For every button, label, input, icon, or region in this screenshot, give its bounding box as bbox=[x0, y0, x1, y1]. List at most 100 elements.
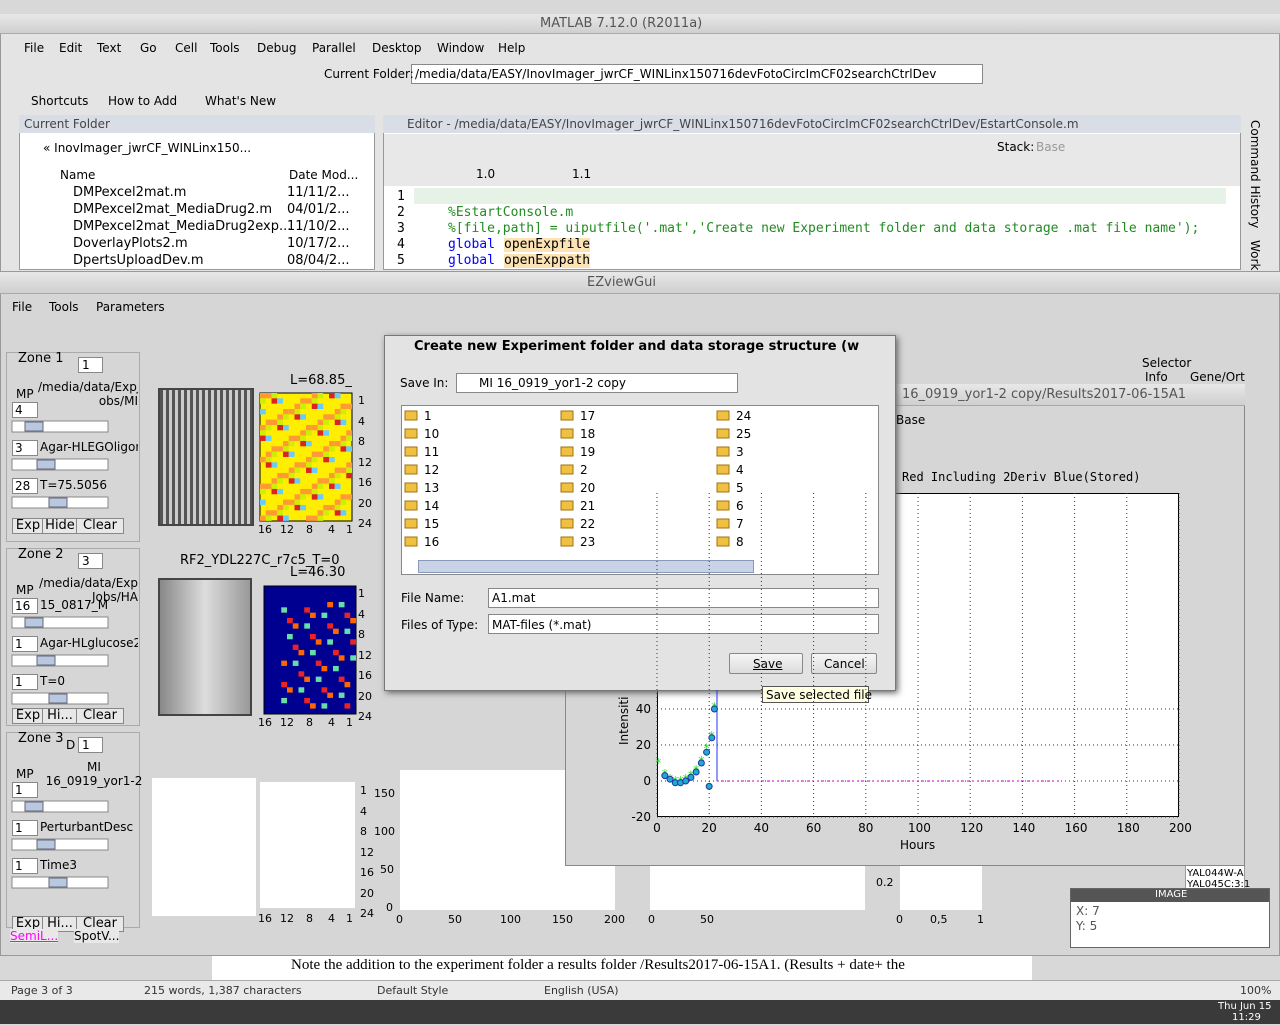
x-tick-label: 20 bbox=[701, 821, 717, 835]
folder-name[interactable]: 1 bbox=[424, 409, 432, 423]
menu-item[interactable]: Debug bbox=[257, 41, 297, 55]
field-box[interactable]: 4 bbox=[12, 402, 38, 418]
heatmap-cell bbox=[317, 403, 324, 409]
file-name-input[interactable] bbox=[488, 588, 879, 608]
folder-name[interactable]: 14 bbox=[424, 499, 440, 513]
menu-item[interactable]: Cell bbox=[175, 41, 198, 55]
folder-name[interactable]: 17 bbox=[580, 409, 596, 423]
file-name[interactable]: DMPexcel2mat_MediaDrug2.m bbox=[73, 202, 273, 217]
file-type-combo[interactable] bbox=[488, 614, 879, 634]
menu-item[interactable]: File bbox=[24, 41, 45, 55]
heatmap-cell bbox=[281, 697, 287, 704]
menu-item[interactable]: File bbox=[12, 300, 33, 314]
heatmap-cell bbox=[338, 601, 345, 608]
x-tick-label: 40 bbox=[753, 821, 770, 835]
menu-item[interactable]: Parameters bbox=[96, 300, 165, 314]
folder-name[interactable]: 15 bbox=[424, 517, 440, 531]
folder-name[interactable]: 7 bbox=[736, 517, 744, 531]
file-name[interactable]: DMPexcel2mat_MediaDrug2exp... bbox=[73, 219, 292, 234]
file-name[interactable]: DpertsUploadDev.m bbox=[73, 253, 204, 268]
button[interactable]: SemiL... bbox=[10, 929, 59, 943]
folder-name[interactable]: 16 bbox=[424, 535, 440, 549]
clock-day: Thu Jun 15 bbox=[1218, 1001, 1272, 1012]
folder-name[interactable]: 3 bbox=[736, 445, 744, 459]
zone-number[interactable]: 3 bbox=[78, 553, 103, 569]
button[interactable]: Hide bbox=[42, 518, 78, 534]
heatmap-cell bbox=[306, 467, 312, 473]
menu-item[interactable]: Edit bbox=[59, 41, 83, 55]
input-text[interactable]: A1.mat bbox=[492, 591, 536, 605]
save-button[interactable] bbox=[729, 653, 803, 674]
zone-number[interactable]: 1 bbox=[78, 737, 103, 753]
combo-text[interactable]: MI 16_0919_yor1-2 copy bbox=[479, 376, 626, 390]
folder-name[interactable]: 22 bbox=[580, 517, 596, 531]
cancel-button[interactable] bbox=[811, 653, 877, 674]
button[interactable]: Hi... bbox=[42, 916, 78, 932]
heatmap-cell bbox=[317, 430, 324, 436]
folder-name[interactable]: 24 bbox=[736, 409, 752, 423]
heatmap-cell bbox=[334, 472, 341, 479]
shortcut[interactable]: What's New bbox=[205, 94, 277, 108]
menu-item[interactable]: Help bbox=[498, 41, 526, 55]
folder-name[interactable]: 4 bbox=[736, 463, 744, 477]
heatmap-cell bbox=[283, 451, 289, 457]
folder-name[interactable]: 13 bbox=[424, 481, 440, 495]
folder-name[interactable]: 18 bbox=[580, 427, 596, 441]
folder-name[interactable]: 23 bbox=[580, 535, 596, 549]
slider-thumb bbox=[36, 655, 56, 666]
field-box[interactable]: 3 bbox=[12, 440, 38, 456]
folder-name[interactable]: 2 bbox=[580, 463, 588, 477]
menu-item[interactable]: Window bbox=[437, 41, 485, 55]
folder-name[interactable]: 5 bbox=[736, 481, 744, 495]
field-box[interactable]: 1 bbox=[12, 820, 38, 836]
field-box[interactable]: 16 bbox=[12, 598, 38, 614]
heatmap-cell bbox=[288, 499, 295, 505]
folder-icon bbox=[560, 446, 574, 457]
button[interactable]: Clear bbox=[76, 518, 124, 534]
field-box[interactable]: 1 bbox=[12, 674, 38, 690]
shortcut[interactable]: How to Add bbox=[108, 94, 178, 108]
file-name[interactable]: DoverlayPlots2.m bbox=[73, 236, 188, 251]
field-box[interactable]: 28 bbox=[12, 478, 38, 494]
menu-item[interactable]: Desktop bbox=[372, 41, 422, 55]
menu-item[interactable]: Parallel bbox=[312, 41, 356, 55]
field-box[interactable]: 1 bbox=[12, 636, 38, 652]
tab[interactable]: Info bbox=[1145, 370, 1168, 384]
shortcut[interactable]: Shortcuts bbox=[31, 94, 89, 108]
heatmap-cell bbox=[306, 440, 312, 447]
tab[interactable]: Gene/Ort bbox=[1190, 370, 1245, 384]
field-box[interactable]: 1 bbox=[12, 858, 38, 874]
heatmap-cell bbox=[317, 451, 324, 457]
folder-name[interactable]: 19 bbox=[580, 445, 596, 459]
folder-name[interactable]: 6 bbox=[736, 499, 744, 513]
folder-name[interactable]: 20 bbox=[580, 481, 596, 495]
folder-name[interactable]: 25 bbox=[736, 427, 752, 441]
folder-name[interactable]: 11 bbox=[424, 445, 440, 459]
menu-item[interactable]: Go bbox=[140, 41, 157, 55]
code-keyword: global bbox=[448, 237, 495, 252]
button-text[interactable]: Save bbox=[753, 657, 783, 671]
folder-name[interactable]: 12 bbox=[424, 463, 440, 477]
folder-icon bbox=[716, 536, 730, 547]
menu-item[interactable]: Tools bbox=[49, 300, 79, 314]
x-tick-label: 60 bbox=[805, 821, 822, 835]
menu-item[interactable]: Text bbox=[97, 41, 122, 55]
folder-name[interactable]: 8 bbox=[736, 535, 744, 549]
line-number: 3 bbox=[397, 221, 405, 236]
tooltip-text: Save selected file bbox=[766, 688, 873, 702]
button[interactable]: SpotV... bbox=[74, 929, 120, 943]
status-text: English (USA) bbox=[544, 984, 619, 997]
folder-name[interactable]: 21 bbox=[580, 499, 596, 513]
file-name[interactable]: DMPexcel2mat.m bbox=[73, 185, 187, 200]
field-box[interactable]: 1 bbox=[12, 782, 38, 798]
save-in-combo[interactable] bbox=[456, 373, 738, 393]
button[interactable]: Clear bbox=[76, 708, 124, 724]
x-tick-label: 8 bbox=[306, 912, 313, 925]
button[interactable]: Exp bbox=[12, 518, 44, 534]
button-text[interactable]: Cancel bbox=[824, 657, 865, 671]
slider-thumb bbox=[24, 617, 44, 628]
menu-item[interactable]: Tools bbox=[210, 41, 240, 55]
combo-text[interactable]: MAT-files (*.mat) bbox=[492, 618, 592, 632]
zone-number[interactable]: 1 bbox=[78, 357, 103, 373]
folder-name[interactable]: 10 bbox=[424, 427, 440, 441]
